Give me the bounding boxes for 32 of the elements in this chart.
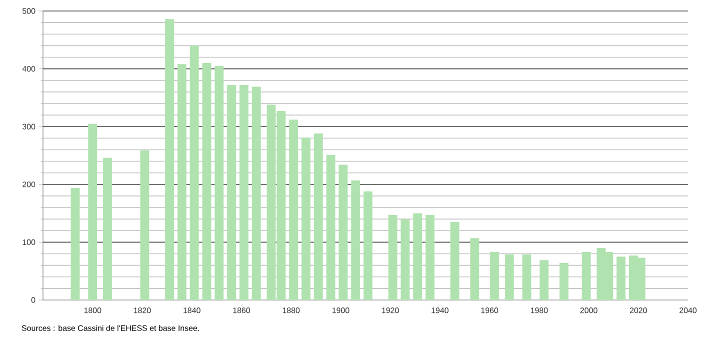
bar [70,188,80,300]
bar [239,84,248,300]
bar [400,219,410,300]
bar [540,260,549,300]
bar [289,120,298,300]
bar [364,191,372,300]
bar [490,252,499,300]
bar [426,215,434,300]
bar [88,124,98,300]
bar [227,84,236,300]
bar [413,213,422,300]
bar [338,164,348,300]
bar [103,158,112,300]
bar [351,180,360,300]
bar [470,238,480,300]
bar [202,63,212,300]
bar [560,263,568,300]
bar [140,150,150,300]
bar [522,254,532,300]
bar [326,154,336,300]
bar [582,252,591,300]
bar [214,66,224,300]
bar [190,46,199,300]
bar [504,254,514,300]
bar [450,222,460,300]
bar [388,215,398,300]
bar [314,134,323,300]
bar [252,86,261,300]
bar [177,64,186,300]
bar [302,138,310,300]
bar [616,256,626,300]
bar [165,19,174,300]
